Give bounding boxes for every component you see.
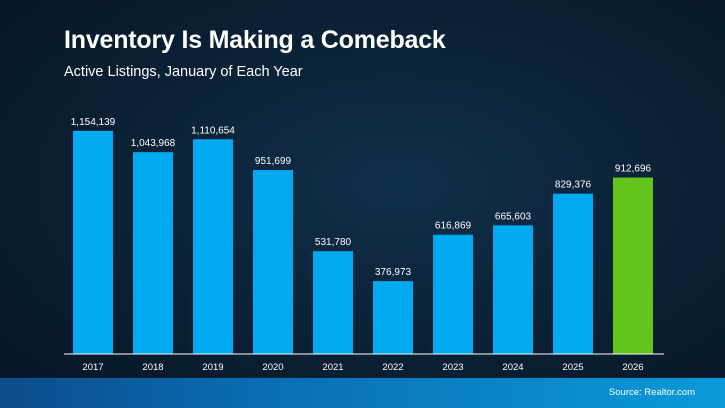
bar-2024 [493,225,533,354]
bar-2025 [553,193,593,354]
x-tick-label-2022: 2022 [382,362,403,373]
x-tick-label-2023: 2023 [442,362,463,373]
bars-group [73,130,653,354]
value-label-2020: 951,699 [255,156,292,167]
chart-subtitle: Active Listings, January of Each Year [64,64,303,80]
x-tick-label-2019: 2019 [202,362,223,373]
x-tick-label-2026: 2026 [622,362,643,373]
value-label-2019: 1,110,654 [191,125,235,136]
x-tick-label-2017: 2017 [82,362,103,373]
bar-chart: 1,154,139 1,043,968 1,110,654 951,699 531,78… [64,117,664,373]
x-tick-label-2018: 2018 [142,362,163,373]
value-label-2024: 665,603 [495,211,532,222]
chart-title: Inventory Is Making a Comeback [64,26,446,54]
value-labels-group: 1,154,139 1,043,968 1,110,654 951,699 531,78… [71,117,652,278]
value-label-2023: 616,869 [435,221,472,232]
bar-2021 [313,251,353,354]
bar-2026 [613,177,653,354]
bar-2022 [373,281,413,354]
footer-band: Source: Realtor.com [0,378,725,408]
bar-2023 [433,234,473,354]
value-label-2026: 912,696 [615,164,652,175]
source-credit: Source: Realtor.com [608,387,695,398]
value-label-2018: 1,043,968 [131,138,176,149]
x-tick-label-2025: 2025 [562,362,583,373]
value-label-2022: 376,973 [375,267,412,278]
x-tick-label-2021: 2021 [322,362,343,373]
bar-2020 [253,170,293,354]
bar-2017 [73,130,113,354]
value-label-2021: 531,780 [315,237,352,248]
value-label-2025: 829,376 [555,180,592,191]
x-tick-labels-group: 2017 2018 2019 2020 2021 2022 2023 2024 2025 2026 [82,362,643,373]
value-label-2017: 1,154,139 [71,117,116,128]
x-tick-label-2024: 2024 [502,362,523,373]
bar-2019 [193,139,233,354]
bar-2018 [133,152,173,354]
x-tick-label-2020: 2020 [262,362,283,373]
